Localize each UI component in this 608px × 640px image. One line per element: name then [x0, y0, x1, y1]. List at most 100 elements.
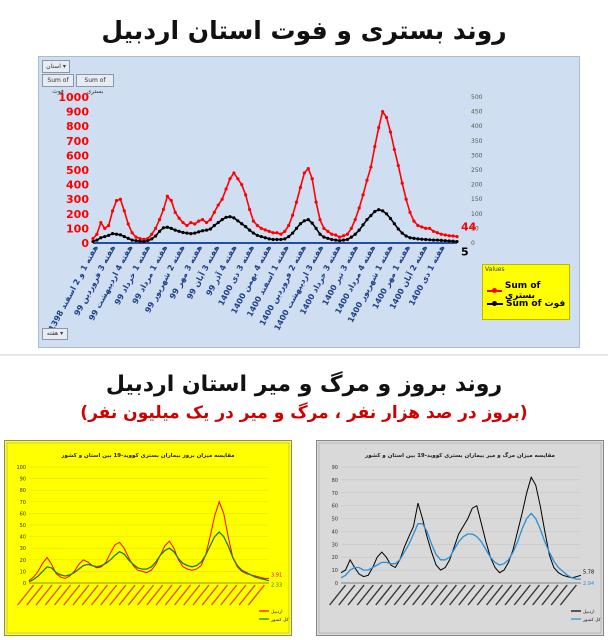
death-point: [99, 236, 103, 240]
y-tick-label: 80: [332, 478, 338, 484]
death-point: [326, 236, 330, 240]
legend-swatch-red: [487, 288, 502, 293]
death-point: [424, 237, 428, 242]
death-point: [283, 237, 287, 241]
y-tick-label: 30: [20, 546, 26, 552]
legend-item-death: Sum of فوت: [487, 299, 565, 309]
death-point: [244, 225, 248, 229]
x-tick-label-mark: [173, 584, 192, 606]
death-point: [114, 232, 119, 236]
death-point: [95, 238, 99, 242]
y-left-tick-label: 800: [66, 120, 89, 133]
x-tick-label-mark: [210, 584, 229, 606]
mortality-chart-panel: مقایسه میزان مرگ و میر بیماران بستری کوو…: [316, 440, 604, 636]
hospitalized-point: [232, 171, 236, 175]
hospitalized-point: [181, 220, 185, 225]
hospitalized-point: [291, 213, 295, 217]
death-point: [181, 230, 185, 235]
x-tick-label-mark: [541, 584, 559, 606]
hospitalized-point: [279, 232, 283, 236]
death-point: [146, 239, 150, 243]
hospitalized-point: [361, 193, 365, 197]
death-point: [357, 228, 361, 232]
death-point: [130, 238, 134, 242]
hospitalized-point: [103, 226, 107, 230]
x-tick-label-mark: [495, 584, 513, 606]
x-tick-label-mark: [449, 584, 467, 606]
death-point: [216, 220, 220, 225]
hospitalized-point: [302, 171, 306, 175]
x-tick-label-mark: [384, 584, 402, 606]
x-tick-label-mark: [421, 584, 439, 606]
y-left-tick-label: 900: [66, 106, 89, 119]
death-point: [428, 238, 432, 242]
hospitalized-point: [439, 232, 443, 236]
hospitalized-point: [275, 231, 279, 235]
week-filter-button[interactable]: هفته ▾: [42, 328, 68, 340]
death-point: [118, 233, 122, 237]
y-tick-label: 60: [20, 511, 26, 517]
hospitalized-point: [110, 209, 115, 213]
death-point: [443, 239, 447, 243]
y-tick-label: 0: [23, 581, 26, 587]
hospitalized-point: [138, 237, 142, 241]
country-end-label: 2.33: [271, 583, 282, 589]
hospitalized-point: [189, 220, 193, 225]
bottom-section-title: روند بروز و مرگ و میر استان اردبیل: [105, 372, 503, 397]
death-point: [165, 225, 169, 229]
death-point: [220, 218, 224, 222]
hospitalized-point: [197, 219, 201, 223]
series-button-death[interactable]: Sum of فوت: [42, 74, 74, 95]
y-right-tick-label: 300: [471, 152, 483, 159]
y-tick-label: 50: [332, 517, 338, 523]
y-right-tick-label: 500: [471, 94, 483, 101]
x-tick-label-mark: [329, 584, 347, 606]
y-right-tick-label: 50: [471, 225, 479, 232]
x-tick-label-mark: [458, 584, 476, 606]
x-tick-label-mark: [81, 584, 99, 606]
incidence-chart-panel: مقایسه میزان بروز بیماران بستری کووید-19…: [4, 440, 292, 636]
death-point: [228, 215, 232, 219]
death-point: [193, 231, 197, 235]
hospitalized-point: [353, 218, 357, 222]
hospitalized-point: [99, 220, 103, 225]
death-point: [138, 239, 142, 243]
hospitalized-point: [384, 115, 389, 120]
bottom-section-subtitle: (بروز در صد هزار نفر ، مرگ و میر در یک م…: [80, 403, 528, 423]
death-point: [103, 234, 107, 239]
death-point: [267, 237, 271, 241]
hospitalized-point: [247, 207, 252, 212]
y-tick-label: 60: [332, 504, 338, 510]
death-point: [142, 239, 146, 244]
death-point: [240, 222, 244, 226]
death-point: [185, 231, 189, 235]
death-point: [91, 239, 95, 244]
death-point: [377, 208, 381, 212]
x-tick-label-mark: [35, 584, 53, 606]
death-point: [208, 227, 213, 231]
hospitalized-point: [287, 223, 291, 228]
death-point: [157, 229, 162, 233]
death-point: [396, 227, 400, 231]
death-point: [435, 238, 440, 242]
province-filter-button[interactable]: استان ▾: [42, 60, 70, 73]
x-tick-label-mark: [100, 584, 118, 606]
hospitalized-point: [240, 183, 244, 187]
hospitalized-point: [130, 231, 134, 235]
series-button-hospitalized[interactable]: Sum of بستری: [76, 74, 114, 95]
x-tick-label-mark: [467, 584, 485, 606]
death-point: [310, 221, 314, 225]
top-chart-panel: 0 100 200 300 400 500 600 700 800 900 1000 0 50 100 15…: [38, 56, 580, 348]
mortality-chart: مقایسه میزان مرگ و میر بیماران بستری کوو…: [318, 442, 601, 634]
x-tick-label-mark: [247, 584, 265, 606]
death-point: [271, 237, 275, 242]
death-point: [154, 234, 158, 238]
death-point: [275, 237, 279, 242]
x-tick-label-mark: [109, 584, 127, 606]
hospitalized-point: [369, 165, 373, 169]
hospitalized-point: [150, 232, 154, 236]
death-point: [306, 218, 310, 222]
province-series-line: [340, 476, 582, 579]
y-left-tick-label: 1000: [58, 91, 89, 104]
x-tick-label-mark: [504, 584, 522, 606]
